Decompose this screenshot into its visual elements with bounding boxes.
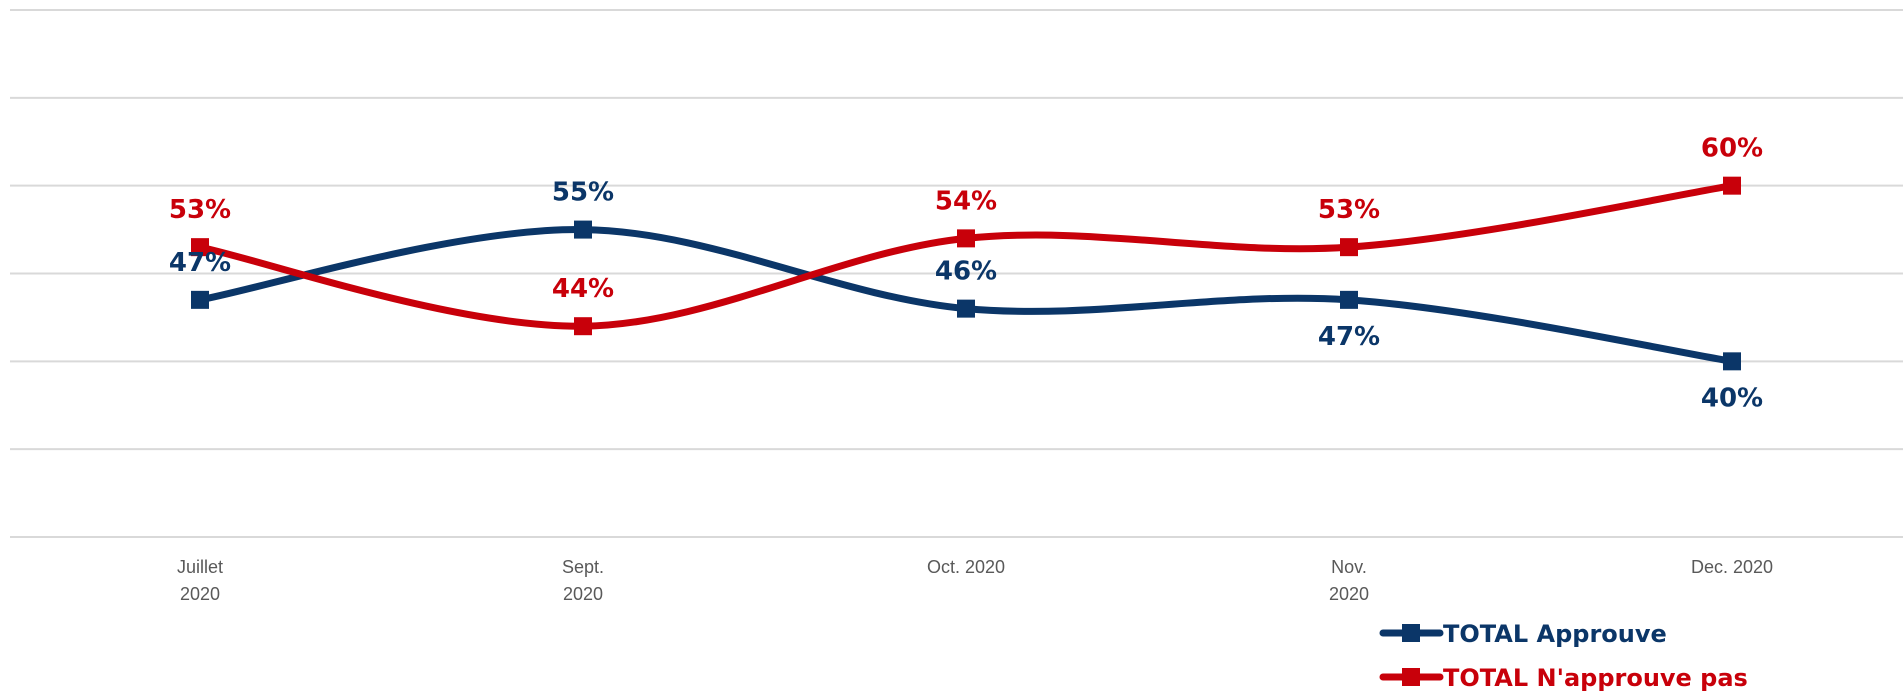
data-label: 47% <box>1318 322 1380 352</box>
series-napprouve-pas <box>191 176 1741 336</box>
x-axis-tick-labels: Juillet 2020 Sept. 2020 Oct. 2020 Nov. 2020 Dec… <box>177 557 1773 604</box>
data-point-marker <box>1723 176 1741 195</box>
data-point-marker <box>1340 290 1358 309</box>
legend-item: TOTAL Approuve <box>1379 620 1667 648</box>
x-tick-label: Oct. 2020 <box>927 557 1005 577</box>
series-approuve <box>191 220 1741 371</box>
legend-marker-swatch <box>1402 668 1420 686</box>
data-point-marker <box>574 317 592 336</box>
data-label: 44% <box>552 274 614 304</box>
data-labels: 47% 55% 46% 47% 40% 53% 44% 54% 53% 60% <box>169 134 1763 414</box>
gridlines <box>10 9 1903 538</box>
data-point-marker <box>191 290 209 309</box>
data-label: 55% <box>552 178 614 208</box>
series-lines <box>191 176 1741 371</box>
x-tick-label: Sept. 2020 <box>562 557 604 604</box>
data-label: 53% <box>1318 195 1380 225</box>
data-label: 60% <box>1701 134 1763 164</box>
data-point-marker <box>1723 352 1741 371</box>
legend-label: TOTAL N'approuve pas <box>1443 664 1748 692</box>
data-point-marker <box>1340 238 1358 257</box>
x-tick-label: Nov. 2020 <box>1329 557 1369 604</box>
series-line-approuve <box>196 226 1736 365</box>
data-label: 47% <box>169 248 231 278</box>
legend-marker-swatch <box>1402 624 1420 642</box>
data-label: 53% <box>169 195 231 225</box>
data-point-marker <box>957 299 975 318</box>
data-label: 46% <box>935 257 997 287</box>
legend-label: TOTAL Approuve <box>1443 620 1667 648</box>
x-tick-label: Juillet 2020 <box>177 557 223 604</box>
data-point-marker <box>574 220 592 239</box>
legend-item: TOTAL N'approuve pas <box>1379 664 1748 692</box>
legend: TOTAL Approuve TOTAL N'approuve pas <box>1379 620 1748 692</box>
x-tick-label: Dec. 2020 <box>1691 557 1773 577</box>
data-label: 54% <box>935 186 997 216</box>
data-label: 40% <box>1701 383 1763 413</box>
data-point-marker <box>957 229 975 248</box>
data-point-marker <box>191 238 209 257</box>
